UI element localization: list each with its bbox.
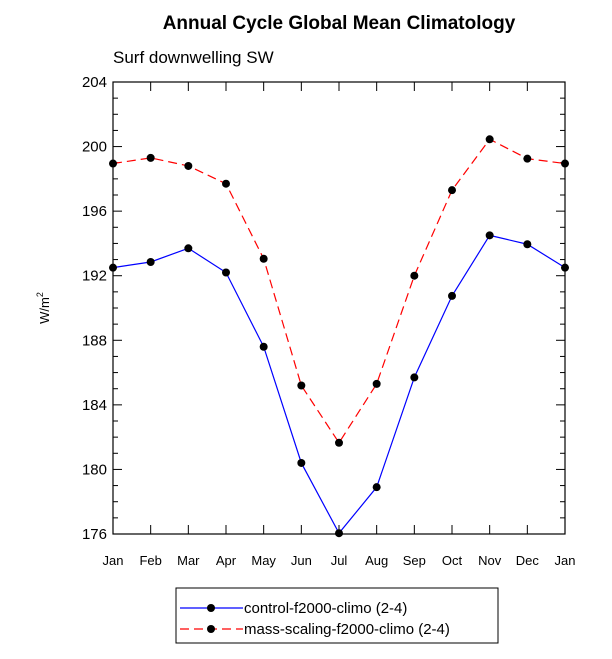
data-point: [109, 159, 117, 168]
legend-marker: [207, 625, 215, 633]
x-tick-label: Oct: [442, 553, 463, 568]
y-axis-label-superscript: 2: [35, 292, 45, 297]
x-tick-label: Mar: [177, 553, 200, 568]
data-point: [259, 254, 268, 263]
data-point: [448, 186, 456, 195]
y-tick-label: 204: [82, 74, 107, 91]
svg-text:W/m2: W/m2: [35, 292, 52, 324]
data-point: [372, 483, 381, 492]
chart-subtitle: Surf downwelling SW: [113, 48, 274, 67]
x-tick-label: Nov: [478, 553, 502, 568]
data-point: [523, 240, 532, 249]
x-tick-label: Dec: [516, 553, 540, 568]
legend: control-f2000-climo (2-4) mass-scaling-f2…: [180, 600, 450, 638]
x-tick-label: Jul: [331, 553, 348, 568]
data-point: [485, 231, 494, 240]
data-point: [448, 291, 456, 300]
data-point: [184, 244, 193, 253]
axis-ticks: [112, 81, 566, 535]
data-point: [297, 381, 306, 390]
x-tick-label: Apr: [216, 553, 237, 568]
x-tick-label: Jun: [291, 553, 312, 568]
data-point: [410, 271, 419, 280]
series-line: [112, 138, 566, 444]
y-tick-label: 176: [82, 526, 107, 543]
data-point: [146, 153, 155, 162]
data-point: [222, 179, 230, 188]
data-point: [146, 257, 155, 266]
x-tick-label: Feb: [139, 553, 161, 568]
series-layer: [109, 135, 569, 538]
y-tick-label: 180: [82, 461, 107, 478]
y-axis-label-unit: W/m: [37, 297, 52, 324]
y-axis-label: W/m2: [35, 292, 52, 324]
legend-box: [175, 587, 499, 644]
legend-label: mass-scaling-f2000-climo (2-4): [244, 621, 450, 638]
data-point: [372, 379, 381, 388]
data-point: [561, 263, 569, 272]
x-tick-label: Jan: [555, 553, 576, 568]
legend-marker: [207, 604, 215, 612]
data-point: [561, 159, 569, 168]
x-tick-label: Jan: [103, 553, 124, 568]
x-tick-label: May: [251, 553, 276, 568]
x-tick-label: Aug: [365, 553, 388, 568]
data-point: [485, 135, 494, 144]
y-tick-label: 192: [82, 268, 107, 285]
data-point: [184, 161, 193, 170]
series-line: [112, 234, 566, 535]
legend-label: control-f2000-climo (2-4): [244, 600, 407, 617]
y-tick-label: 196: [82, 203, 107, 220]
data-point: [335, 438, 343, 447]
data-point: [109, 263, 117, 272]
data-point: [523, 154, 532, 163]
y-tick-labels: 176 180 184 188 192 196 200 204: [82, 74, 107, 543]
y-tick-label: 200: [82, 139, 107, 156]
data-point: [222, 268, 230, 277]
data-point: [297, 458, 306, 467]
x-tick-label: Sep: [403, 553, 426, 568]
data-point: [410, 373, 419, 382]
y-tick-label: 188: [82, 332, 107, 349]
plot-frame: [112, 81, 566, 535]
chart-title: Annual Cycle Global Mean Climatology: [163, 13, 516, 34]
x-tick-labels: Jan Feb Mar Apr May Jun Jul Aug Sep Oct Nov Dec Jan: [103, 553, 576, 568]
data-point: [335, 529, 343, 538]
data-point: [259, 342, 268, 351]
y-tick-label: 184: [82, 397, 107, 414]
